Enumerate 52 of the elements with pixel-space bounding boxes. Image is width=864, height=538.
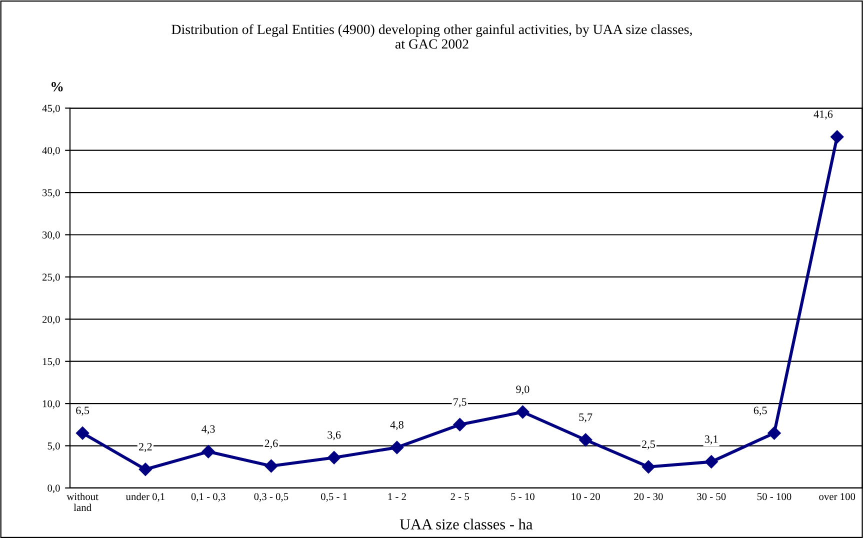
y-tick-label: 5,0 xyxy=(48,442,60,451)
point xyxy=(453,418,466,432)
data-label: 2,2 xyxy=(138,443,152,452)
data-label: 4,8 xyxy=(390,421,404,430)
x-tick-label: 0,5 - 1 xyxy=(321,493,347,502)
x-tick-label: 1 - 2 xyxy=(388,493,406,500)
data-label: 2,5 xyxy=(642,440,655,450)
x-tick-label: under 0,1 xyxy=(126,492,164,502)
y-tick-label: 35,0 xyxy=(42,189,60,198)
x-tick-label: 20 - 30 xyxy=(634,493,663,500)
x-tick-label: 2 - 5 xyxy=(450,493,469,500)
point xyxy=(390,440,404,454)
x-tick-label: 50 - 100 xyxy=(757,493,792,500)
chart-title: Distribution of Legal Entities (4900) developing other gainful activities, by UAA size classes, at GAC 2002 xyxy=(172,24,692,49)
point xyxy=(138,462,152,476)
point xyxy=(202,445,215,458)
y-tick-label: 25,0 xyxy=(42,274,60,282)
x-tick-label: 30 - 50 xyxy=(697,493,726,500)
y-tick-label: 45,0 xyxy=(42,104,60,114)
point xyxy=(642,460,656,474)
y-tick-label: 15,0 xyxy=(42,358,60,367)
data-label: 3,6 xyxy=(328,431,341,440)
x-tick-label: 0,3 - 0,5 xyxy=(254,493,288,502)
data-label: 2,6 xyxy=(264,440,278,449)
point xyxy=(830,130,844,144)
data-label: 9,0 xyxy=(516,386,530,395)
data-label: 6,5 xyxy=(76,406,90,416)
x-tick-label: 10 - 20 xyxy=(572,493,600,500)
point xyxy=(704,455,718,468)
data-label: 3,1 xyxy=(704,435,718,444)
y-tick-label: 10,0 xyxy=(42,400,60,409)
data-label: 6,5 xyxy=(754,406,767,416)
x-tick-label: over 100 xyxy=(819,493,856,500)
point xyxy=(579,433,592,446)
data-label: 4,3 xyxy=(202,425,215,434)
data-label: 5,7 xyxy=(579,414,592,423)
x-tick-label: 0,1 - 0,3 xyxy=(191,493,226,502)
y-tick-label: 20,0 xyxy=(42,316,60,324)
y-tick-label: 40,0 xyxy=(42,147,60,156)
data-label: 7,5 xyxy=(454,398,466,408)
point xyxy=(76,426,90,440)
data-label: 41,6 xyxy=(814,110,833,120)
point xyxy=(327,450,341,464)
x-tick-label: 5 - 10 xyxy=(511,493,534,500)
x-axis-title: UAA size classes - ha xyxy=(400,518,533,530)
x-tick-label: without land xyxy=(66,492,98,512)
y-axis-title: % xyxy=(52,82,63,92)
point xyxy=(516,405,530,419)
point xyxy=(264,459,278,473)
y-tick-label: 0,0 xyxy=(48,484,60,494)
point xyxy=(768,426,781,440)
y-tick-label: 30,0 xyxy=(42,231,60,240)
